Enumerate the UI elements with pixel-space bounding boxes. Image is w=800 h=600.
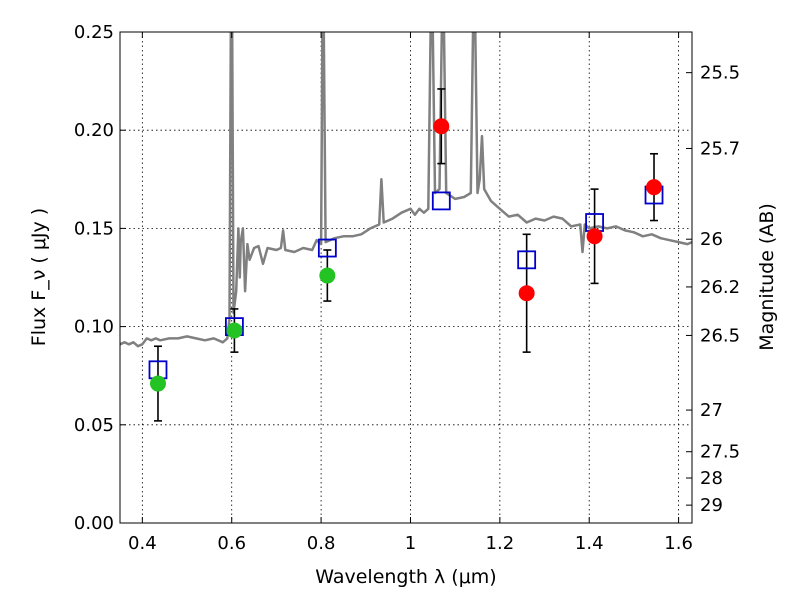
observed-point (319, 267, 336, 284)
observed-point (646, 179, 663, 196)
right-tick-label: 28 (700, 468, 723, 489)
x-tick-label: 0.6 (217, 533, 246, 554)
observed-point (433, 118, 450, 135)
x-axis-label: Wavelength λ (μm) (315, 566, 496, 588)
spectrum-line (120, 32, 692, 348)
model-photometry-square (517, 250, 537, 270)
y-tick-label: 0.05 (74, 415, 114, 436)
model-photometry-square (431, 191, 451, 211)
error-bars (153, 88, 659, 422)
x-tick-label: 0.4 (128, 533, 157, 554)
y-tick-label: 0.00 (74, 513, 114, 534)
x-tick-label: 0.8 (307, 533, 336, 554)
x-tick-label: 1.6 (664, 533, 693, 554)
right-axis-label: Magnitude (AB) (756, 203, 778, 351)
observed-point (586, 228, 603, 245)
right-tick-label: 27.5 (700, 442, 740, 463)
observed-point (226, 322, 243, 339)
right-tick-label: 26 (700, 229, 723, 250)
x-axis-label-text: Wavelength λ (μm) (315, 566, 496, 588)
y-axis-label: Flux F_ν ( μJy ) (28, 208, 50, 346)
right-tick-label: 26.2 (700, 277, 740, 298)
x-tick-label: 1 (405, 533, 416, 554)
model-photometry-square (317, 238, 337, 258)
observed-photometry-points (149, 118, 663, 392)
observed-point (518, 285, 535, 302)
x-tick-label: 1.4 (575, 533, 604, 554)
y-tick-label: 0.15 (74, 218, 114, 239)
observed-point (149, 375, 166, 392)
y-axis-label-text: Flux F_ν ( μJy ) (28, 208, 50, 346)
y-tick-label: 0.10 (74, 317, 114, 338)
y-tick-label: 0.20 (74, 120, 114, 141)
right-tick-label: 25.5 (700, 63, 740, 84)
right-tick-label: 25.7 (700, 138, 740, 159)
right-tick-label: 27 (700, 400, 723, 421)
model-spectrum (120, 32, 692, 348)
plot-frame (119, 31, 693, 524)
x-tick-label: 1.2 (486, 533, 515, 554)
y-tick-label: 0.25 (74, 22, 114, 43)
right-axis-label-text: Magnitude (AB) (756, 203, 778, 351)
right-tick-label: 26.5 (700, 325, 740, 346)
right-tick-label: 29 (700, 495, 723, 516)
axis-ticks: 0.4 0.6 0.8 1 1.2 1.4 1.6 0.00 0.05 0.10 0.15 0.20 0… (74, 22, 740, 554)
